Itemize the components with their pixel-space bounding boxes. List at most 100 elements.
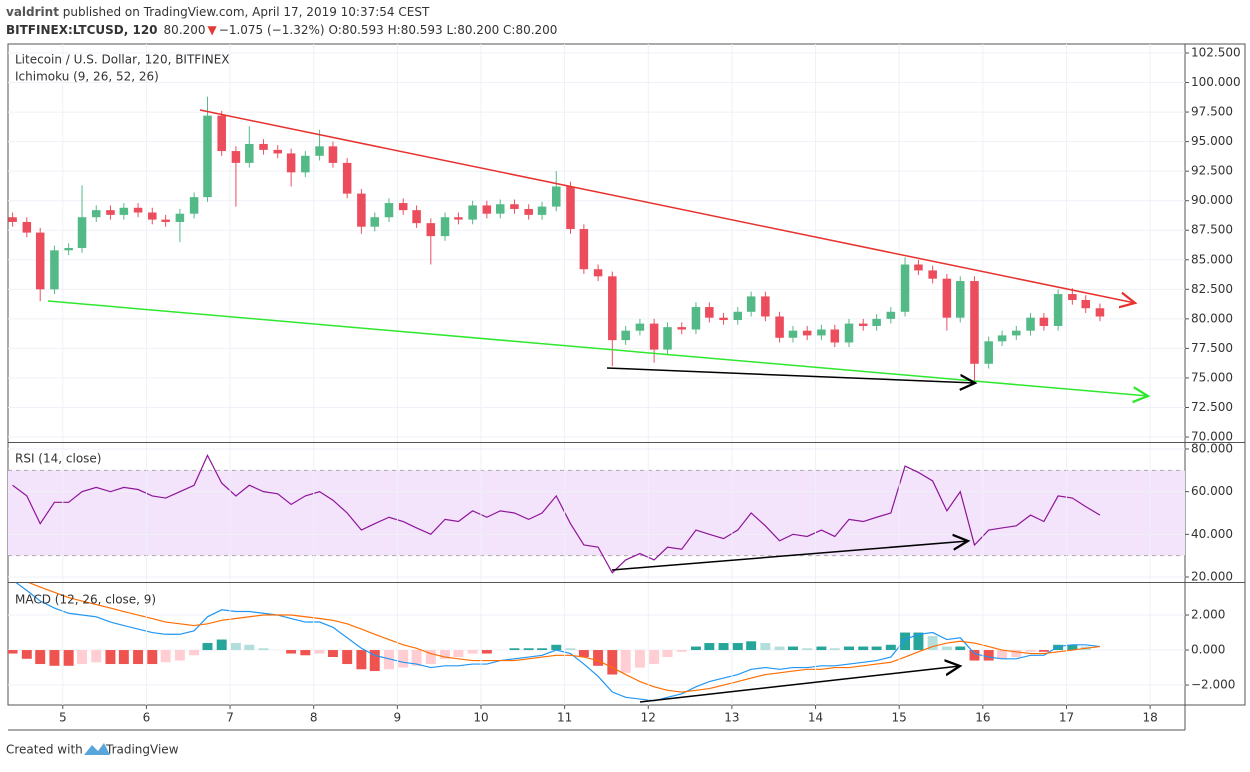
histogram-bar	[816, 646, 827, 651]
pane-title: RSI (14, close)	[15, 452, 101, 466]
histogram-bar	[704, 643, 715, 651]
candle-body	[872, 318, 881, 326]
candle-body	[482, 205, 492, 214]
histogram-bar	[1011, 650, 1022, 658]
candle-body	[1053, 294, 1063, 326]
pane-title: Litecoin / U.S. Dollar, 120, BITFINEX	[15, 53, 230, 67]
candle-body	[552, 186, 561, 207]
histogram-bar	[216, 639, 227, 651]
candle-body	[537, 206, 547, 215]
header-line: valdrint published on TradingView.com, A…	[6, 5, 430, 19]
x-tick-label: 8	[310, 711, 318, 725]
pane	[8, 448, 1185, 578]
histogram-bar	[551, 644, 562, 651]
histogram-bar	[523, 648, 534, 651]
drawings	[47, 109, 1148, 703]
histogram-bar	[593, 650, 604, 666]
candle-body	[914, 264, 923, 271]
candle-body	[844, 323, 854, 343]
y-tick-label: 85.000	[1191, 252, 1233, 266]
histogram-bar	[941, 646, 952, 651]
candle-body	[705, 307, 714, 318]
candle-body	[495, 204, 505, 214]
histogram-bar	[230, 643, 241, 651]
histogram-bar	[300, 650, 311, 656]
candle-body	[1012, 330, 1021, 336]
histogram-bar	[174, 650, 185, 661]
candle-body	[35, 232, 45, 290]
candle-body	[1095, 308, 1105, 317]
candle-body	[858, 323, 868, 326]
histogram-bar	[8, 650, 18, 654]
histogram-bar	[481, 650, 492, 654]
histogram-bar	[202, 643, 213, 651]
candle-body	[106, 210, 115, 215]
y-tick-label: 60.000	[1191, 484, 1233, 498]
histogram-bar	[411, 650, 422, 666]
rsi-line	[12, 453, 1101, 574]
macd-line	[28, 583, 1101, 693]
candle-body	[440, 217, 450, 237]
candle-body	[259, 143, 268, 150]
histogram-bar	[676, 650, 687, 652]
candle-body	[608, 276, 617, 341]
histogram-bar	[356, 650, 367, 670]
candle-body	[50, 250, 59, 290]
y-tick-label: 92.500	[1191, 164, 1233, 178]
candle-body	[22, 221, 32, 233]
histogram-bar	[342, 650, 353, 665]
candle-body	[1081, 299, 1090, 309]
histogram-bar	[327, 650, 338, 658]
indicator-title: Ichimoku (9, 26, 52, 26)	[15, 70, 159, 84]
histogram-bar	[565, 648, 576, 651]
frame	[7, 43, 1246, 706]
candle-body	[955, 281, 965, 318]
candle-body	[342, 162, 352, 194]
candle-body	[886, 311, 896, 319]
pane	[8, 52, 1185, 438]
y-tick-label: −2.000	[1191, 678, 1235, 692]
histogram-bar	[802, 648, 813, 651]
last-price: 80.200	[164, 23, 206, 37]
histogram-bar	[913, 632, 924, 651]
candle-body	[203, 115, 212, 198]
candle-body	[635, 323, 645, 331]
histogram-bar	[607, 650, 618, 675]
candle-body	[398, 203, 408, 211]
candle-body	[357, 193, 366, 227]
histogram-bar	[509, 648, 520, 651]
candle-body	[133, 207, 143, 213]
y-tick-label: 77.500	[1191, 341, 1233, 355]
candle-body	[510, 204, 519, 209]
candle-body	[900, 264, 910, 312]
candle-body	[691, 307, 701, 330]
histogram-bar	[969, 650, 980, 661]
y-tick-label: 100.000	[1191, 75, 1241, 89]
brand-logo	[84, 743, 110, 755]
x-tick-label: 16	[975, 711, 990, 725]
candle-body	[649, 323, 659, 350]
histogram-bar	[1025, 650, 1036, 652]
candle-body	[1068, 294, 1077, 300]
histogram-bar	[453, 650, 464, 658]
candle-body	[64, 247, 73, 251]
histogram-bar	[578, 650, 589, 658]
y-tick-label: 0.000	[1191, 643, 1225, 657]
candle-body	[942, 278, 952, 318]
histogram-bar	[398, 650, 409, 668]
candle-body	[997, 335, 1007, 342]
candle-body	[746, 296, 756, 312]
histogram-bar	[35, 650, 46, 665]
candle-body	[817, 329, 826, 336]
histogram-bar	[425, 650, 436, 665]
candle-body	[91, 210, 101, 218]
histogram-bar	[1067, 644, 1078, 651]
change: −1.075 (−1.32%)	[219, 23, 325, 37]
histogram-bar	[774, 646, 785, 651]
histogram-bar	[440, 650, 451, 659]
divergence-line	[611, 541, 968, 571]
histogram-bar	[1053, 644, 1064, 651]
candle-body	[426, 223, 436, 237]
histogram-bar	[77, 650, 87, 665]
candle-body	[384, 203, 394, 218]
